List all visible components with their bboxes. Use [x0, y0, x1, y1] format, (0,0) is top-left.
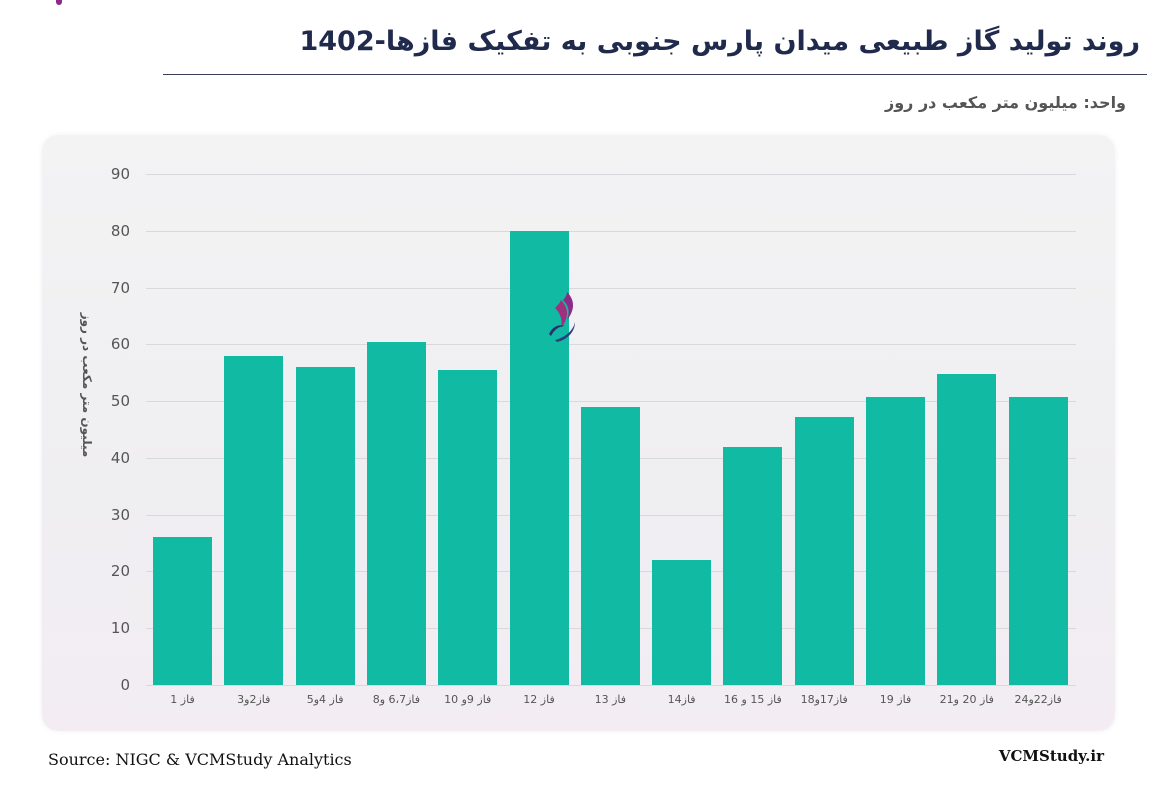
x-tick-label: فاز 15 و 16 — [724, 693, 782, 706]
bar — [224, 355, 284, 685]
bar — [723, 446, 783, 685]
unit-label: واحد: میلیون متر مکعب در روز — [885, 93, 1126, 112]
y-tick-label: 20 — [110, 562, 130, 581]
y-tick-label: 30 — [110, 505, 130, 524]
site-credit: VCMStudy.ir — [998, 747, 1104, 765]
bar — [580, 406, 640, 685]
plot-area — [146, 174, 1076, 686]
bar — [652, 560, 712, 685]
bar — [295, 367, 355, 685]
title-divider — [163, 74, 1147, 75]
x-tick-label: فاز 13 — [594, 693, 627, 706]
y-tick-label: 40 — [110, 448, 130, 467]
bar — [866, 396, 925, 685]
x-tick-label: فاز17و18 — [800, 693, 848, 706]
bar — [1008, 396, 1068, 685]
x-tick-label: فاز6،7 و8 — [372, 693, 421, 706]
y-tick-label: 80 — [110, 221, 130, 240]
logo-fragment — [56, 0, 62, 5]
x-tick-label: فاز22و24 — [1014, 693, 1062, 706]
gridline — [146, 344, 1076, 346]
gridline — [146, 174, 1076, 175]
x-tick-label: فاز14 — [667, 693, 696, 706]
chart-title: روند تولید گاز طبیعی میدان پارس جنوبی به… — [299, 26, 1141, 57]
bar — [794, 417, 854, 685]
gridline — [146, 287, 1076, 289]
x-tick-label: فاز 19 — [879, 693, 912, 706]
bar — [937, 373, 997, 685]
x-tick-label: فاز 9و 10 — [444, 693, 492, 706]
x-tick-label: فاز 20 و21 — [939, 693, 994, 706]
y-axis-label: میلیون متر مکعب در روز — [80, 312, 94, 458]
y-tick-label: 90 — [110, 165, 130, 183]
y-tick-label: 60 — [110, 335, 130, 354]
x-tick-label: فاز 12 — [523, 693, 555, 706]
y-tick-label: 70 — [110, 278, 130, 297]
gridline — [146, 401, 1076, 403]
source-note: Source: NIGC & VCMStudy Analytics — [48, 750, 352, 769]
chart-panel — [42, 135, 1115, 731]
bar — [153, 537, 212, 685]
y-tick-label: 50 — [110, 392, 130, 411]
y-tick-label: 10 — [110, 619, 130, 638]
x-tick-label: فاز 4و5 — [306, 693, 344, 706]
bar — [438, 369, 498, 685]
bar — [366, 341, 426, 685]
flame-logo-icon — [549, 292, 575, 342]
gridline — [146, 230, 1076, 232]
y-tick-label: 0 — [120, 676, 130, 694]
x-tick-label: فاز2و3 — [237, 693, 271, 706]
x-tick-label: فاز 1 — [170, 693, 195, 706]
gridline — [146, 685, 1076, 686]
